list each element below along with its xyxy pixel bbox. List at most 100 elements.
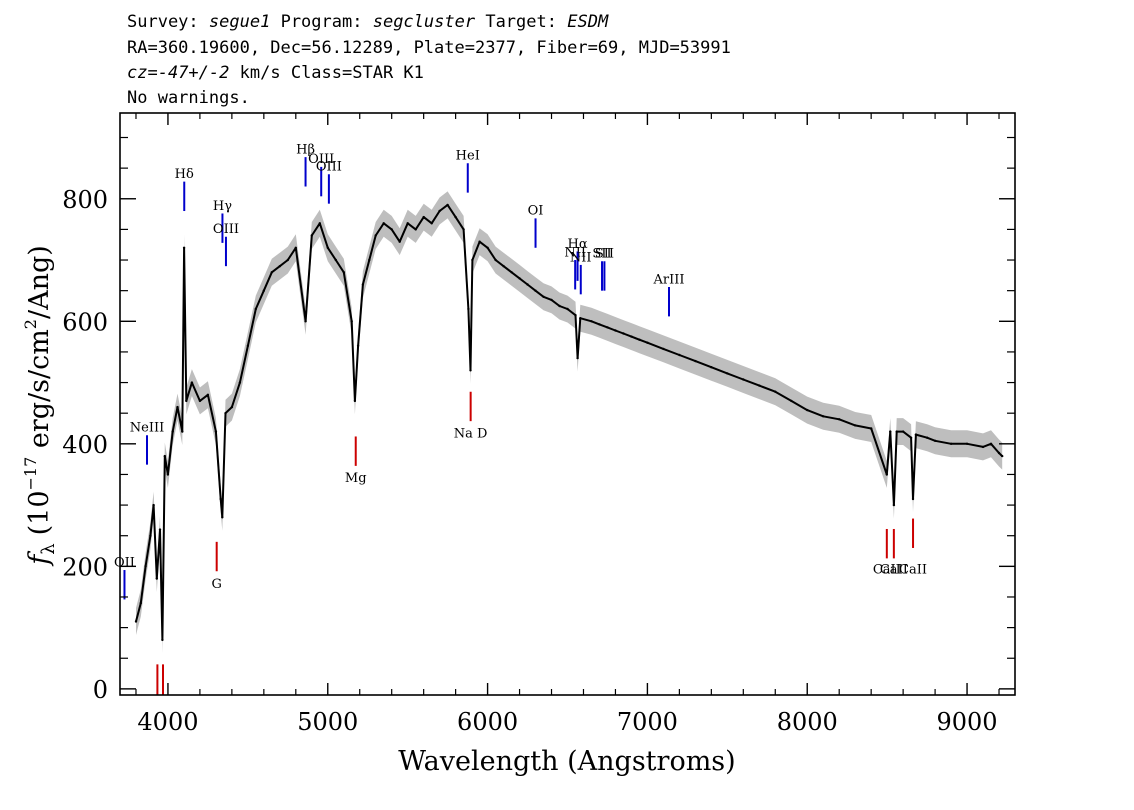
flux-point xyxy=(155,577,158,580)
flux-point xyxy=(471,258,474,262)
flux-point xyxy=(694,359,697,363)
flux-point xyxy=(368,258,371,262)
flux-point xyxy=(614,329,617,332)
flux-point xyxy=(646,341,649,344)
flux-point xyxy=(469,369,472,372)
flux-point xyxy=(822,415,825,418)
flux-point xyxy=(622,332,625,335)
flux-point xyxy=(598,323,601,326)
flux-point xyxy=(462,228,465,231)
survey-value: segue1 xyxy=(208,12,271,32)
flux-point xyxy=(925,436,929,439)
program-label: Program: xyxy=(280,12,363,32)
emission-line-label: NII xyxy=(570,250,592,265)
flux-point xyxy=(901,430,905,433)
flux-point xyxy=(989,442,993,445)
x-tick-label: 8000 xyxy=(777,708,838,736)
flux-point xyxy=(356,344,360,347)
flux-point xyxy=(742,378,745,381)
flux-point xyxy=(678,353,681,357)
target-label: Target: xyxy=(485,12,557,32)
y-axis-exp1: −17 xyxy=(21,457,40,491)
flux-point xyxy=(558,304,561,308)
emission-line-label: NII xyxy=(564,245,586,260)
flux-point xyxy=(350,320,353,323)
flux-point xyxy=(224,412,227,415)
flux-point xyxy=(181,430,184,433)
y-tick-label: 800 xyxy=(62,186,108,214)
flux-point xyxy=(286,258,289,262)
flux-point xyxy=(630,335,633,338)
flux-point xyxy=(185,399,188,403)
flux-point xyxy=(134,620,138,623)
flux-point xyxy=(304,320,307,323)
flux-point xyxy=(502,265,505,268)
flux-point xyxy=(161,638,164,642)
flux-point xyxy=(198,399,202,403)
cz-value: -47+/-2 xyxy=(157,63,230,83)
flux-point xyxy=(318,222,321,225)
y-axis-title: fλ (10−17 erg/s/cm2/Ang) xyxy=(21,245,59,567)
flux-point xyxy=(885,473,888,476)
flux-point xyxy=(406,222,409,225)
flux-point xyxy=(526,283,529,286)
flux-point xyxy=(438,209,441,213)
axis-ticks xyxy=(120,113,1015,695)
flux-point xyxy=(219,497,222,501)
absorption-line-label: CaII xyxy=(873,563,901,578)
absorption-line-label: CaII xyxy=(899,563,927,578)
cz-units: km/s xyxy=(239,63,281,83)
flux-point xyxy=(294,246,297,249)
flux-point xyxy=(230,405,234,409)
flux-point xyxy=(310,234,313,237)
flux-point xyxy=(638,338,641,341)
absorption-line-label: Na D xyxy=(454,427,488,442)
flux-point xyxy=(342,271,345,274)
flux-point xyxy=(139,601,142,605)
flux-point xyxy=(278,265,281,268)
flux-point xyxy=(270,271,273,274)
flux-point xyxy=(1001,454,1004,458)
x-tick-label: 9000 xyxy=(937,708,998,736)
flux-point xyxy=(390,228,393,231)
flux-point xyxy=(262,289,265,292)
header-line-4: No warnings. xyxy=(127,88,250,108)
y-axis-pre: (10 xyxy=(24,490,55,535)
emission-line-label: SII xyxy=(592,247,611,262)
flux-point xyxy=(163,454,166,458)
flux-point xyxy=(326,246,329,249)
flux-point xyxy=(467,307,470,311)
flux-point xyxy=(662,347,665,351)
x-axis-title: Wavelength (Angstroms) xyxy=(398,746,735,777)
flux-point xyxy=(542,295,545,298)
flux-point xyxy=(246,344,250,347)
x-tick-label: 5000 xyxy=(297,708,358,736)
flux-point xyxy=(606,326,609,329)
flux-point xyxy=(214,430,218,433)
flux-point xyxy=(158,528,162,531)
flux-point xyxy=(414,228,417,231)
y-axis-mid: erg/s/cm xyxy=(24,329,55,457)
emission-line-label: OII xyxy=(114,555,135,570)
flux-point xyxy=(478,240,481,243)
header-line-3: cz=-47+/-2 km/s Class=STAR K1 xyxy=(127,63,424,83)
flux-point xyxy=(997,451,1001,455)
flux-point xyxy=(579,317,582,320)
flux-point xyxy=(152,503,155,507)
flux-point xyxy=(382,222,385,225)
flux-point xyxy=(806,408,809,412)
flux-point xyxy=(494,258,497,262)
flux-point xyxy=(566,307,569,311)
flux-point xyxy=(430,222,433,225)
y-axis-exp2: 2 xyxy=(21,319,40,329)
flux-point xyxy=(374,234,377,237)
emission-line-label: OIII xyxy=(308,152,334,167)
flux-point xyxy=(534,289,537,292)
x-tick-label: 7000 xyxy=(617,708,678,736)
emission-line-label: Hγ xyxy=(213,199,232,214)
flux-point xyxy=(149,534,152,537)
cz-label: cz= xyxy=(127,63,158,83)
tick-labels: 4000 5000 6000 7000 8000 9000 0 200 400 600 800 xyxy=(62,186,997,736)
flux-point xyxy=(710,366,713,369)
